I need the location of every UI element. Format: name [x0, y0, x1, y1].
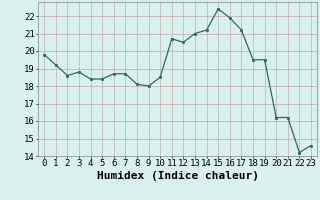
- X-axis label: Humidex (Indice chaleur): Humidex (Indice chaleur): [97, 171, 259, 181]
